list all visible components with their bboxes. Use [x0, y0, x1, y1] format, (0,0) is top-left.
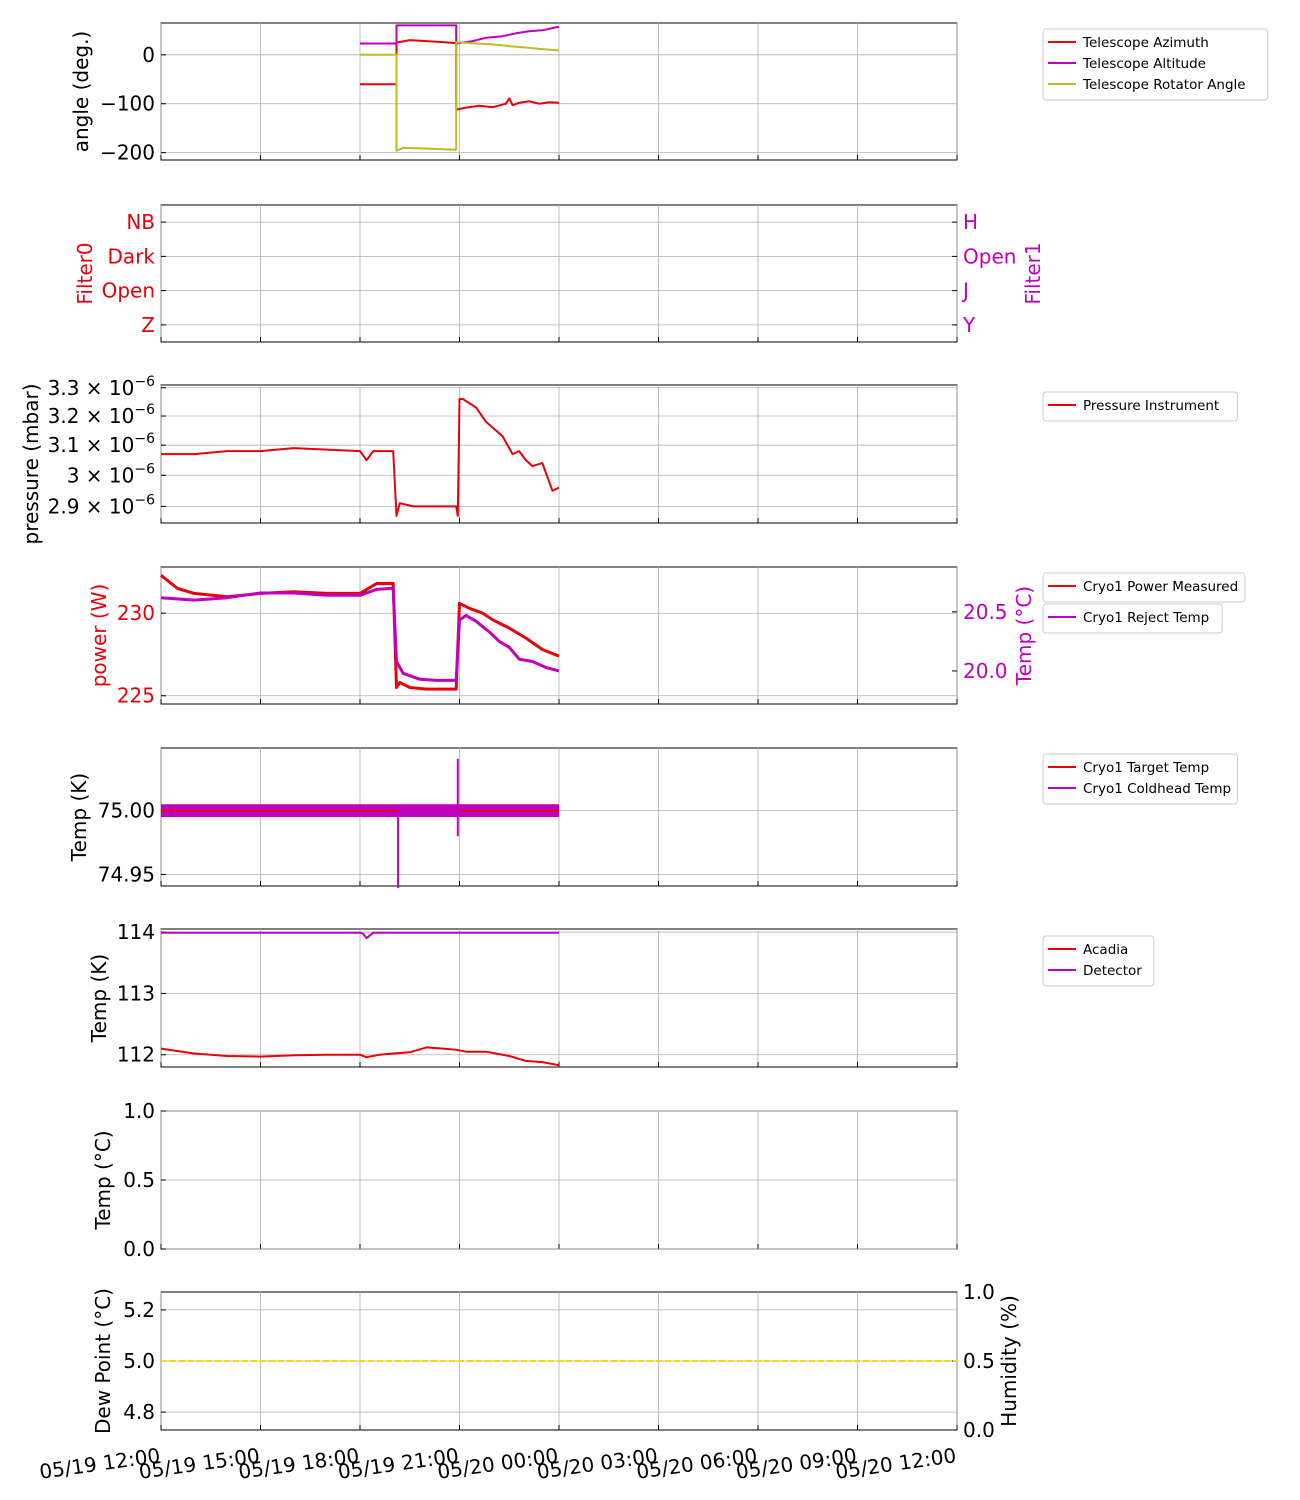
series-acadia: [160, 1046, 560, 1067]
y-tick-label-right: Open: [963, 244, 1016, 268]
y-tick-label: 74.95: [98, 863, 155, 887]
legend-box: [1042, 572, 1246, 603]
legend-entry: Pressure Instrument: [1083, 398, 1219, 414]
series-telescope-azimuth: [360, 39, 560, 111]
y-axis-label: power (W): [87, 584, 111, 688]
y-tick-label-right: 20.5: [963, 600, 1008, 624]
tick-base: 3 × 10: [67, 463, 135, 487]
y-tick-label: 75.00: [98, 799, 155, 823]
series-cryo1-reject-temp: [160, 586, 560, 682]
y-tick-label: Open: [102, 279, 155, 303]
y-tick-label: −200: [100, 141, 155, 165]
panel-pressure: 2.9 × 10−63 × 10−63.1 × 10−63.2 × 10−63.…: [19, 374, 1238, 545]
y-tick-label: 230: [117, 601, 155, 625]
legend-entry: Cryo1 Power Measured: [1083, 579, 1238, 595]
panel-cryo-temps: 75.00 74.95 Temp (K) Cryo1 Target Temp Cryo1…: [67, 747, 1238, 889]
panel-cryo-power: 225 230 20.0 20.5 power (W) Temp (°C) Cryo1 Po…: [87, 566, 1246, 708]
y-axis-label: Temp (K): [67, 773, 91, 862]
legend-entry: Cryo1 Coldhead Temp: [1083, 781, 1231, 797]
y-tick-label-right: 1.0: [963, 1280, 995, 1304]
series-telescope-altitude: [360, 24, 560, 45]
y-axis-label-right: Temp (°C): [1012, 586, 1036, 686]
tick-base: 2.9 × 10: [48, 494, 135, 518]
legend-box: [1042, 753, 1238, 805]
y-tick-label: −100: [100, 92, 155, 116]
panel-telescope-angles: 0 −100 −200 angle (deg.) Telescope Azimuth Te…: [69, 22, 1269, 165]
tick-exponent: −6: [134, 402, 155, 418]
y-tick-label: 1.0: [123, 1099, 155, 1123]
y-tick-label: Dark: [108, 244, 156, 268]
y-tick-label: 5.0: [123, 1349, 155, 1373]
legend-box: [1042, 391, 1238, 422]
y-tick-label-right: 0.5: [963, 1349, 995, 1373]
y-tick-label: Z: [141, 313, 155, 337]
legend-entry: Telescope Altitude: [1082, 56, 1206, 72]
y-tick-label: NB: [126, 210, 155, 234]
series-detector: [161, 931, 559, 940]
tick-exponent: −6: [134, 374, 155, 390]
y-axis-label-right: Filter1: [1021, 242, 1045, 304]
y-tick-label-right: J: [961, 279, 969, 303]
y-tick-label: 3 × 10−6: [67, 461, 155, 487]
tick-exponent: −6: [134, 461, 155, 477]
y-tick-label: 0.0: [123, 1237, 155, 1261]
panel-dewpoint-humidity: 4.8 5.0 5.2 0.0 0.5 1.0 Dew Point (°C) Humidity…: [38, 1280, 1021, 1484]
legend-entry: Telescope Rotator Angle: [1082, 77, 1246, 93]
tick-exponent: −6: [134, 431, 155, 447]
legend-entry: Detector: [1083, 963, 1142, 979]
y-tick-label: 114: [117, 920, 155, 944]
legend-entry: Acadia: [1083, 942, 1128, 958]
y-tick-label: 5.2: [123, 1298, 155, 1322]
y-tick-label: 112: [117, 1043, 155, 1067]
y-tick-label: 0.5: [123, 1168, 155, 1192]
y-tick-label-right: Y: [962, 313, 976, 337]
y-axis-label: angle (deg.): [69, 31, 93, 153]
y-tick-label: 3.2 × 10−6: [48, 402, 155, 428]
y-tick-label-right: 0.0: [963, 1418, 995, 1442]
y-tick-label: 2.9 × 10−6: [48, 492, 155, 518]
y-tick-label: 3.1 × 10−6: [48, 431, 155, 457]
tick-exponent: −6: [134, 492, 155, 508]
legend-entry: Telescope Azimuth: [1082, 35, 1209, 51]
legend-entry: Cryo1 Reject Temp: [1083, 610, 1209, 626]
y-axis-label: Filter0: [73, 242, 97, 304]
y-tick-label: 4.8: [123, 1400, 155, 1424]
series-pressure-instrument: [161, 398, 560, 517]
y-axis-label-right: Humidity (%): [997, 1295, 1021, 1427]
y-axis-label: Temp (°C): [91, 1130, 115, 1230]
y-tick-label-right: H: [963, 210, 978, 234]
series-cryo1-coldhead-temp: [397, 758, 459, 889]
y-tick-label: 113: [117, 981, 155, 1005]
panel-weather-temp: 0.0 0.5 1.0 Temp (°C): [91, 1099, 958, 1261]
y-axis-label: Dew Point (°C): [91, 1288, 115, 1434]
y-tick-label: 3.3 × 10−6: [48, 374, 155, 400]
tick-base: 3.2 × 10: [48, 404, 135, 428]
panel-filters: Z Open Dark NB YJ Open H Filter0 Filter1: [73, 204, 1045, 343]
y-tick-label: 225: [117, 684, 155, 708]
legend-entry: Cryo1 Target Temp: [1083, 760, 1209, 776]
y-tick-label-right: 20.0: [963, 659, 1008, 683]
legend-box: [1042, 603, 1223, 634]
series-telescope-rotator-angle: [360, 41, 560, 152]
y-axis-label: Temp (K): [87, 954, 111, 1043]
tick-base: 3.1 × 10: [48, 433, 135, 457]
y-tick-label: 0: [142, 43, 155, 67]
legend-box: [1042, 28, 1269, 101]
tick-base: 3.3 × 10: [48, 376, 135, 400]
y-axis-label: pressure (mbar): [19, 383, 43, 544]
